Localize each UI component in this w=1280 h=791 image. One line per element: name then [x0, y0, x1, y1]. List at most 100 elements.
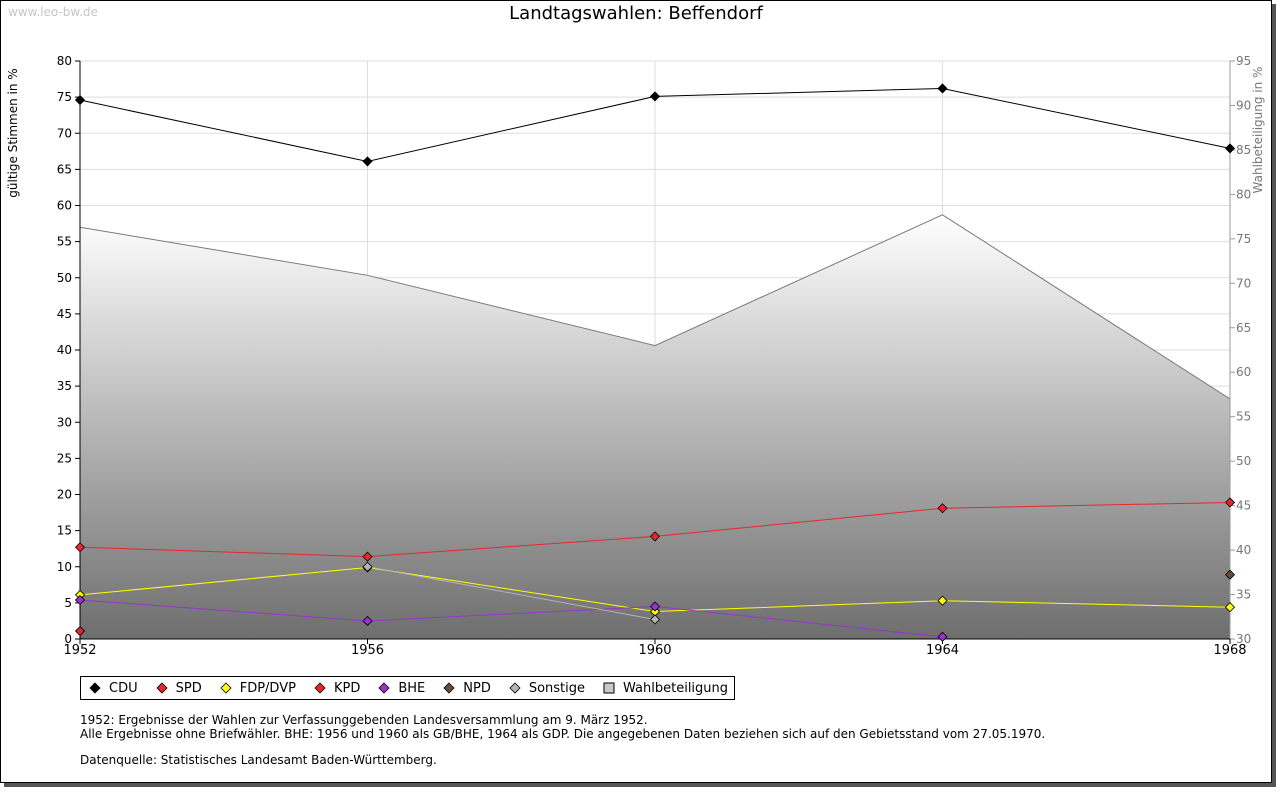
diamond-icon [89, 682, 101, 694]
y-right-tick-label: 75 [1236, 232, 1251, 246]
data-point-cdu-1952 [74, 94, 86, 106]
legend-item-wahlbeteiligung: Wahlbeteiligung [599, 681, 728, 696]
diamond-icon [314, 682, 326, 694]
note-line-1: 1952: Ergebnisse der Wahlen zur Verfassu… [80, 713, 648, 727]
square-icon [603, 682, 615, 694]
y-left-tick-label: 0 [64, 632, 72, 646]
diamond-icon [443, 682, 455, 694]
turnout-area-layer [79, 214, 1231, 640]
legend-label: CDU [109, 680, 138, 696]
legend-item-fdp-dvp: FDP/DVP [216, 681, 296, 696]
legend-item-cdu: CDU [85, 681, 138, 696]
data-point-spd-1968 [1224, 497, 1236, 508]
chart-title: Landtagswahlen: Beffendorf [509, 3, 763, 24]
data-point-bhe-1964 [937, 631, 948, 642]
y-right-tick-label: 35 [1236, 588, 1251, 602]
y-right-tick-label: 60 [1236, 365, 1251, 379]
y-right-tick-label: 40 [1236, 543, 1251, 557]
series-layer [74, 83, 1236, 642]
series-line-bhe [79, 599, 943, 638]
turnout-line [79, 214, 1231, 400]
data-point-npd-1968 [1224, 569, 1236, 580]
data-point-kpd-1952 [74, 625, 86, 637]
legend-label: BHE [398, 680, 426, 696]
data-point-cdu-1956 [362, 156, 373, 167]
y-left-tick-label: 20 [57, 488, 72, 502]
legend-label: Wahlbeteiligung [623, 680, 729, 696]
data-point-fdp-dvp-1968 [1224, 602, 1236, 613]
y-left-tick-label: 30 [57, 415, 72, 429]
data-point-sonstige-1956 [362, 561, 373, 572]
y-left-tick-label: 40 [57, 343, 72, 357]
legend-item-npd: NPD [439, 681, 491, 696]
data-point-cdu-1968 [1224, 143, 1236, 154]
series-line-sonstige [367, 566, 656, 620]
series-spd [74, 497, 1236, 562]
data-point-cdu-1964 [937, 83, 948, 94]
data-point-fdp-dvp-1964 [937, 595, 948, 606]
series-sonstige [362, 561, 661, 625]
data-source: Datenquelle: Statistisches Landesamt Bad… [80, 753, 437, 767]
y-left-tick-label: 70 [57, 126, 72, 140]
y-right-tick-label: 90 [1236, 98, 1251, 112]
data-point-bhe-1960 [649, 601, 661, 612]
y-right-tick-label: 95 [1236, 54, 1251, 68]
y-right-tick-label: 80 [1236, 187, 1251, 201]
x-tick-label: 1960 [638, 643, 671, 658]
legend-label: FDP/DVP [239, 680, 296, 696]
legend-label: KPD [333, 680, 361, 696]
watermark: www.leo-bw.de [8, 5, 98, 19]
notes: 1952: Ergebnisse der Wahlen zur Verfassu… [80, 713, 1045, 767]
data-point-cdu-1960 [649, 91, 661, 102]
y-left-tick-label: 65 [57, 162, 72, 176]
x-tick-label: 1964 [926, 643, 959, 658]
chart: 0 5 10 15 20 25 30 35 40 45 50 55 60 65 70 75 80 30 35 40 45… [6, 54, 1265, 658]
y-left-tick-label: 15 [57, 524, 72, 538]
legend-item-spd: SPD [152, 681, 202, 696]
diamond-icon [156, 682, 168, 694]
legend-item-sonstige: Sonstige [505, 681, 585, 696]
y-left-tick-label: 75 [57, 90, 72, 104]
y-left-tick-label: 35 [57, 379, 72, 393]
legend-item-kpd: KPD [310, 681, 360, 696]
legend-item-bhe: BHE [374, 681, 425, 696]
y-left-tick-label: 5 [64, 596, 72, 610]
legend-label: Sonstige [528, 680, 586, 696]
series-kpd [74, 625, 86, 637]
data-point-bhe-1956 [362, 615, 373, 627]
data-point-bhe-1952 [74, 594, 86, 606]
series-cdu [74, 83, 1236, 167]
y-left-tick-label: 50 [57, 271, 72, 285]
series-npd [1224, 569, 1236, 580]
y-right-tick-label: 65 [1236, 321, 1251, 335]
turnout-area [80, 214, 1230, 640]
series-bhe [74, 594, 948, 642]
y-left-tick-label: 55 [57, 235, 72, 249]
x-tick-label: 1968 [1213, 643, 1246, 658]
y-left-tick-label: 45 [57, 307, 72, 321]
y-right-tick-label: 55 [1236, 410, 1251, 424]
data-point-spd-1956 [362, 551, 373, 562]
legend-label: NPD [463, 680, 491, 696]
y-left-tick-label: 60 [57, 199, 72, 213]
y-right-tick-label: 30 [1236, 632, 1251, 646]
diamond-icon [220, 682, 232, 694]
y-axis-label-right: Wahlbeteiligung in % [1251, 67, 1265, 194]
x-tick-label: 1956 [351, 643, 384, 658]
diamond-icon [509, 682, 521, 694]
data-point-spd-1960 [649, 531, 661, 542]
y-axis-label-left: gültige Stimmen in % [6, 68, 20, 197]
y-left-tick-label: 10 [57, 560, 72, 574]
y-right-tick-label: 70 [1236, 276, 1251, 290]
y-right-tick-label: 45 [1236, 499, 1251, 513]
data-point-spd-1964 [937, 503, 948, 514]
axes: 0 5 10 15 20 25 30 35 40 45 50 55 60 65 70 75 80 30 35 40 45… [57, 54, 1252, 658]
data-point-sonstige-1960 [649, 614, 661, 625]
note-line-2: Alle Ergebnisse ohne Briefwähler. BHE: 1… [80, 727, 1046, 741]
diamond-icon [378, 682, 390, 694]
y-right-tick-label: 50 [1236, 454, 1251, 468]
legend-label: SPD [175, 680, 202, 696]
legend: CDU SPD FDP/DVP KPD BHE NPD Sonstige Wahlbeteil… [80, 676, 736, 700]
y-left-tick-label: 80 [57, 54, 72, 68]
y-left-tick-label: 25 [57, 451, 72, 465]
